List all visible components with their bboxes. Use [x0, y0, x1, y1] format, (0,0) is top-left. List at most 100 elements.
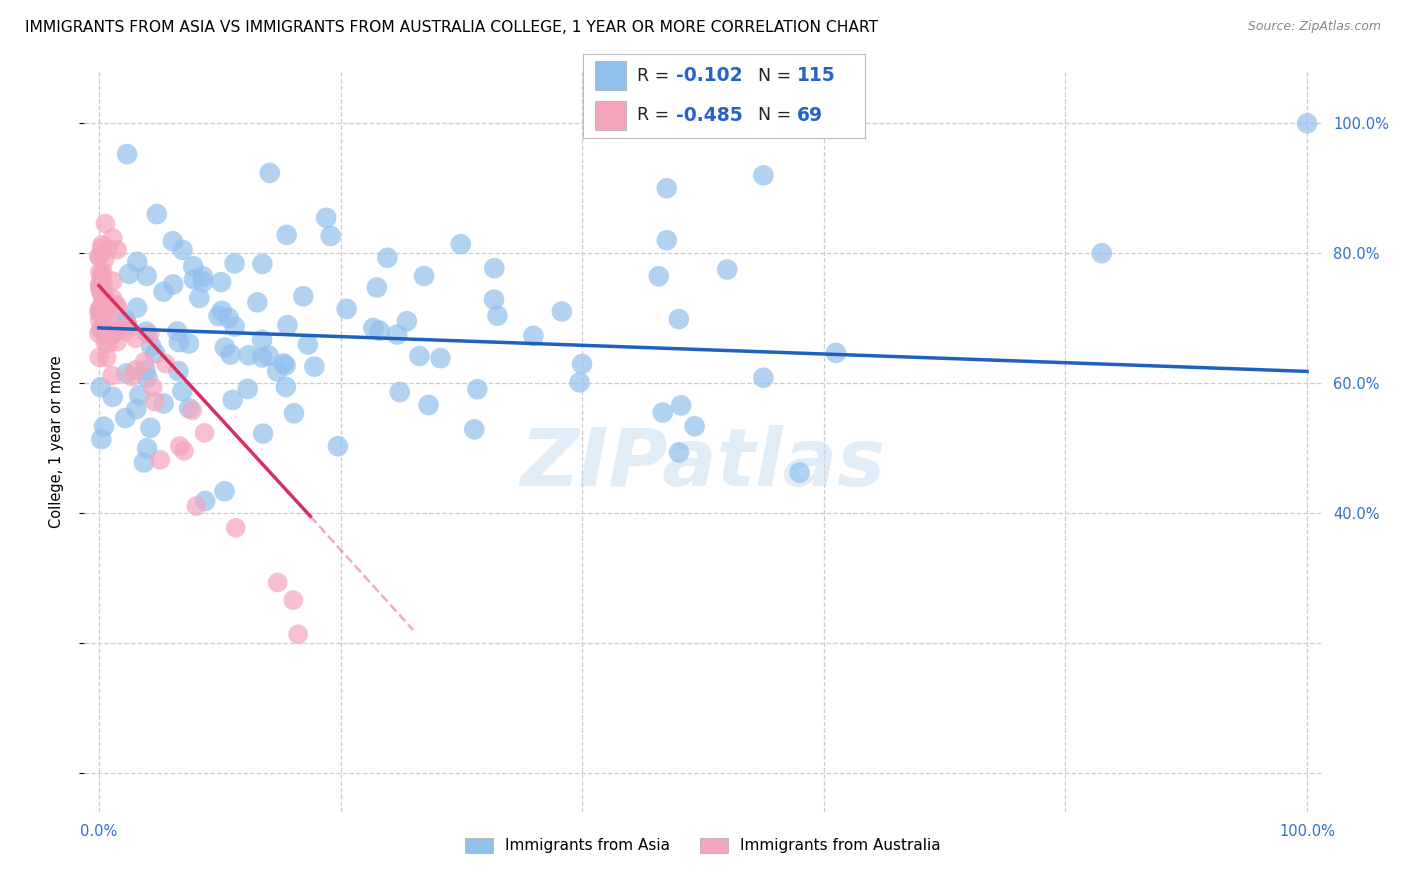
Point: [114, 312, 136, 326]
Text: -0.485: -0.485: [676, 106, 742, 125]
Point: [90, 278, 112, 293]
Point: [93, 419, 115, 434]
Text: R =: R =: [637, 67, 675, 85]
Point: [191, 269, 214, 284]
Point: [125, 331, 148, 345]
Point: [87, 326, 110, 341]
Point: [90, 269, 112, 284]
Point: [252, 351, 274, 365]
Point: [259, 166, 281, 180]
Point: [93, 252, 115, 267]
Text: Source: ZipAtlas.com: Source: ZipAtlas.com: [1247, 20, 1381, 33]
Point: [132, 455, 155, 469]
Point: [115, 316, 138, 330]
Point: [136, 442, 159, 456]
Point: [482, 293, 505, 307]
Point: [209, 275, 232, 289]
Point: [450, 237, 472, 252]
FancyBboxPatch shape: [595, 62, 626, 90]
Point: [408, 349, 430, 363]
Point: [107, 300, 129, 314]
Point: [276, 227, 298, 242]
Point: [463, 422, 485, 436]
Point: [183, 272, 205, 286]
Text: N =: N =: [758, 67, 797, 85]
Point: [105, 298, 128, 312]
Point: [274, 380, 297, 394]
Point: [655, 181, 678, 195]
Point: [326, 439, 349, 453]
Point: [89, 313, 111, 327]
Point: [304, 359, 326, 374]
Text: -0.102: -0.102: [676, 66, 742, 85]
Point: [90, 241, 112, 255]
Point: [225, 521, 247, 535]
Point: [136, 370, 159, 384]
Point: [486, 309, 509, 323]
Point: [319, 229, 342, 244]
Point: [91, 265, 114, 279]
Point: [669, 398, 692, 412]
Point: [105, 334, 128, 349]
Point: [429, 351, 451, 365]
Point: [236, 382, 259, 396]
Point: [152, 396, 174, 410]
Point: [101, 231, 124, 245]
Point: [135, 268, 157, 283]
Point: [115, 147, 138, 161]
Text: N =: N =: [758, 106, 797, 124]
Point: [149, 453, 172, 467]
Point: [114, 411, 136, 425]
Point: [125, 301, 148, 315]
Point: [366, 280, 388, 294]
Point: [283, 593, 305, 607]
Point: [167, 364, 190, 378]
Point: [90, 380, 112, 394]
Point: [91, 291, 114, 305]
Point: [89, 283, 111, 297]
Point: [173, 443, 195, 458]
Point: [101, 368, 124, 383]
Point: [214, 341, 236, 355]
Point: [752, 168, 775, 182]
Point: [363, 321, 385, 335]
Point: [118, 267, 141, 281]
Legend: Immigrants from Asia, Immigrants from Australia: Immigrants from Asia, Immigrants from Au…: [460, 831, 946, 860]
Point: [135, 325, 157, 339]
Point: [162, 234, 184, 248]
Point: [167, 335, 190, 350]
Point: [266, 364, 288, 378]
Point: [87, 250, 110, 264]
Point: [90, 270, 112, 285]
Point: [522, 328, 544, 343]
Point: [155, 357, 177, 371]
Point: [467, 382, 489, 396]
Point: [297, 337, 319, 351]
Point: [385, 327, 408, 342]
Point: [93, 287, 115, 301]
Point: [181, 403, 204, 417]
Point: [138, 327, 160, 342]
Point: [89, 249, 111, 263]
Point: [152, 285, 174, 299]
Point: [166, 325, 188, 339]
Point: [388, 385, 411, 400]
Point: [274, 359, 297, 373]
Point: [484, 261, 506, 276]
Point: [211, 303, 233, 318]
Point: [97, 243, 120, 257]
Point: [101, 390, 124, 404]
Point: [105, 243, 128, 257]
Point: [276, 318, 298, 332]
Point: [238, 348, 260, 362]
Point: [551, 304, 574, 318]
Point: [90, 283, 112, 297]
Point: [655, 233, 678, 247]
Point: [93, 311, 115, 326]
Text: 69: 69: [797, 106, 824, 125]
Point: [115, 367, 138, 381]
Point: [93, 300, 115, 314]
Point: [194, 494, 217, 508]
Point: [568, 376, 591, 390]
Point: [292, 289, 315, 303]
